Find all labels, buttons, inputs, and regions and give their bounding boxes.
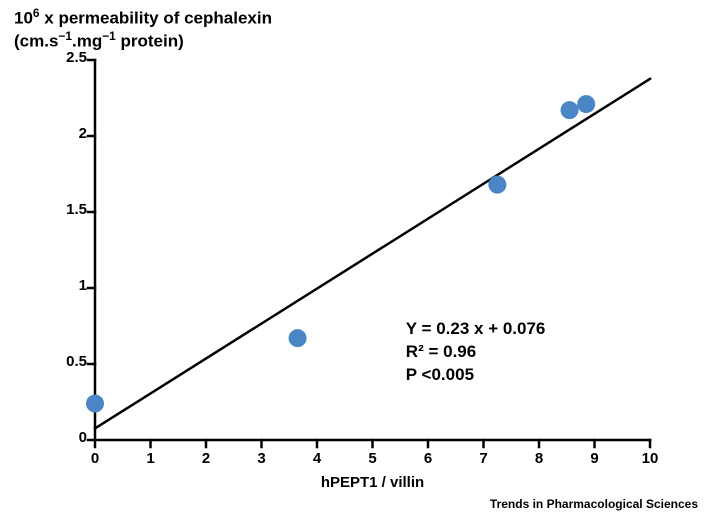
data-point: [577, 95, 595, 113]
r-squared-text: R² = 0.96: [406, 341, 546, 364]
x-tick-label: 6: [408, 450, 448, 467]
chart-svg: [95, 60, 650, 440]
x-tick-label: 3: [242, 450, 282, 467]
data-point: [86, 395, 104, 413]
y-tick-label: 0.5: [53, 353, 87, 370]
regression-stats: Y = 0.23 x + 0.076R² = 0.96P <0.005: [406, 318, 546, 387]
x-tick-label: 2: [186, 450, 226, 467]
x-tick-label: 9: [575, 450, 615, 467]
data-point: [488, 176, 506, 194]
x-tick-label: 10: [630, 450, 670, 467]
data-point: [289, 329, 307, 347]
x-tick-label: 1: [131, 450, 171, 467]
regression-line: [95, 79, 650, 429]
x-tick-label: 0: [75, 450, 115, 467]
data-point: [561, 101, 579, 119]
y-axis-title: 106 x permeability of cephalexin(cm.s−1.…: [14, 6, 272, 52]
y-tick-label: 1.5: [53, 201, 87, 218]
y-tick-label: 2: [53, 125, 87, 142]
attribution-text: Trends in Pharmacological Sciences: [490, 497, 698, 511]
y-tick-label: 2.5: [53, 49, 87, 66]
equation-text: Y = 0.23 x + 0.076: [406, 318, 546, 341]
x-tick-label: 8: [519, 450, 559, 467]
y-tick-label: 1: [53, 277, 87, 294]
x-tick-label: 5: [353, 450, 393, 467]
plot-area: Y = 0.23 x + 0.076R² = 0.96P <0.005 0123…: [95, 60, 650, 440]
x-axis-title: hPEPT1 / villin: [313, 474, 433, 491]
x-tick-label: 4: [297, 450, 337, 467]
y-tick-label: 0: [53, 429, 87, 446]
x-tick-label: 7: [464, 450, 504, 467]
p-value-text: P <0.005: [406, 364, 546, 387]
